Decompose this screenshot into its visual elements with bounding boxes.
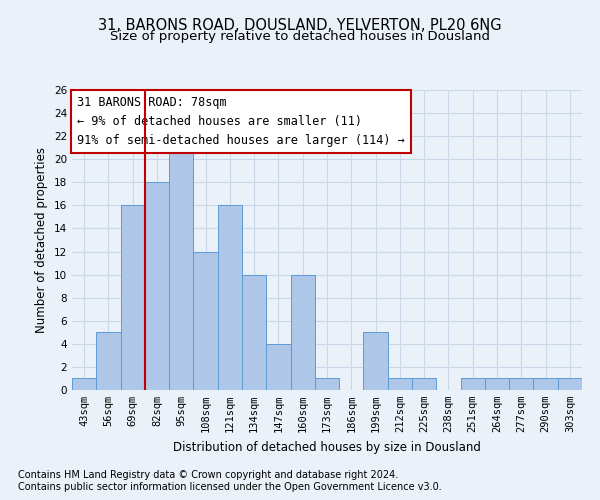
Bar	[461, 378, 485, 390]
Text: 31 BARONS ROAD: 78sqm
← 9% of detached houses are smaller (11)
91% of semi-detac: 31 BARONS ROAD: 78sqm ← 9% of detached h…	[77, 96, 405, 147]
Bar	[218, 206, 242, 390]
Text: 31, BARONS ROAD, DOUSLAND, YELVERTON, PL20 6NG: 31, BARONS ROAD, DOUSLAND, YELVERTON, PL…	[98, 18, 502, 32]
Bar	[558, 378, 582, 390]
Bar	[242, 274, 266, 390]
Bar	[121, 206, 145, 390]
Bar	[533, 378, 558, 390]
Bar	[169, 136, 193, 390]
Text: Size of property relative to detached houses in Dousland: Size of property relative to detached ho…	[110, 30, 490, 43]
Bar	[485, 378, 509, 390]
Y-axis label: Number of detached properties: Number of detached properties	[35, 147, 49, 333]
Bar	[72, 378, 96, 390]
Bar	[412, 378, 436, 390]
Bar	[364, 332, 388, 390]
Bar	[315, 378, 339, 390]
Bar	[193, 252, 218, 390]
Bar	[145, 182, 169, 390]
Text: Contains HM Land Registry data © Crown copyright and database right 2024.: Contains HM Land Registry data © Crown c…	[18, 470, 398, 480]
Text: Contains public sector information licensed under the Open Government Licence v3: Contains public sector information licen…	[18, 482, 442, 492]
Bar	[509, 378, 533, 390]
Bar	[266, 344, 290, 390]
X-axis label: Distribution of detached houses by size in Dousland: Distribution of detached houses by size …	[173, 440, 481, 454]
Bar	[290, 274, 315, 390]
Bar	[388, 378, 412, 390]
Bar	[96, 332, 121, 390]
